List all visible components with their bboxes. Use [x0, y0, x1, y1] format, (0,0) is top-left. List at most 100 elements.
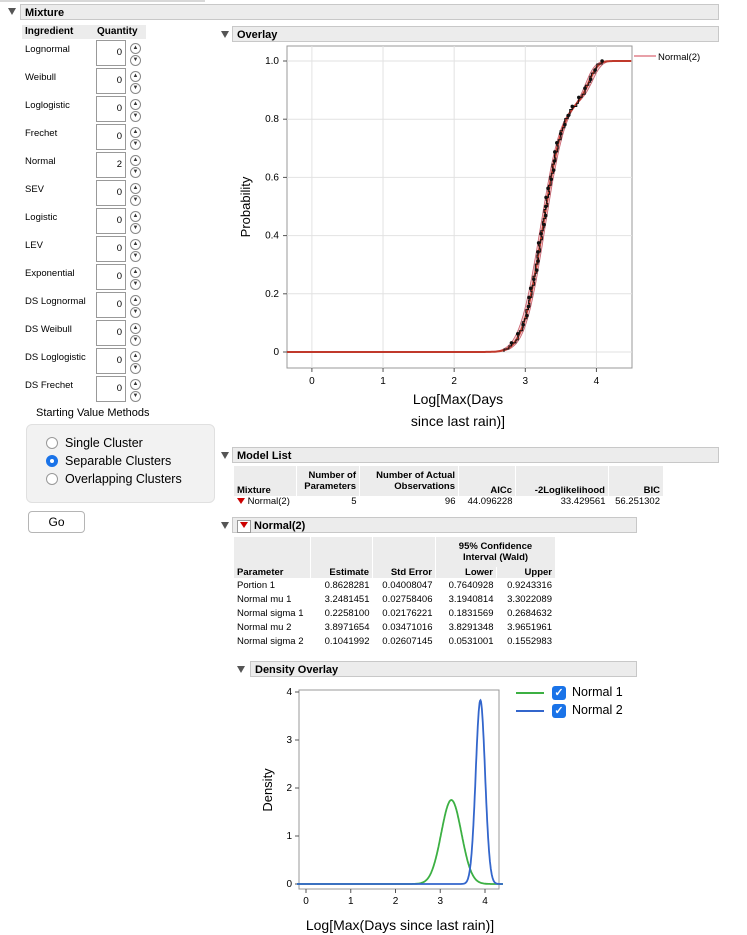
quantity-field[interactable]: 0: [96, 96, 126, 122]
quantity-stepper[interactable]: ▲ ▼: [130, 351, 141, 374]
quantity-stepper[interactable]: ▲ ▼: [130, 211, 141, 234]
stepper-up-icon[interactable]: ▲: [130, 71, 141, 82]
quantity-field[interactable]: 0: [96, 124, 126, 150]
overlay-disclosure-icon[interactable]: [221, 31, 229, 38]
quantity-stepper[interactable]: ▲ ▼: [130, 323, 141, 346]
model-list-row[interactable]: Normal(2) 5 96 44.096228 33.429561 56.25…: [234, 496, 663, 507]
ml-mixture[interactable]: Normal(2): [234, 496, 297, 507]
ingredient-label: Loglogistic: [25, 100, 70, 111]
param-cell: 0.8628281: [324, 579, 370, 591]
stepper-down-icon[interactable]: ▼: [130, 223, 141, 234]
stepper-down-icon[interactable]: ▼: [130, 307, 141, 318]
quantity-field[interactable]: 0: [96, 208, 126, 234]
model-list-table: Mixture Number of Parameters Number of Ac…: [234, 466, 663, 507]
method-radio-label[interactable]: Separable Clusters: [65, 454, 172, 468]
mh-3: AICc: [458, 466, 516, 496]
quantity-field[interactable]: 0: [96, 236, 126, 262]
model-list-disclosure-icon[interactable]: [221, 452, 229, 459]
method-radio[interactable]: [46, 473, 58, 485]
quantity-field[interactable]: 0: [96, 68, 126, 94]
overlay-y-tick-label: 0.4: [265, 231, 279, 242]
mixture-header[interactable]: Mixture: [20, 4, 719, 20]
stepper-down-icon[interactable]: ▼: [130, 279, 141, 290]
normal2-disclosure-icon[interactable]: [221, 522, 229, 529]
stepper-up-icon[interactable]: ▲: [130, 351, 141, 362]
stepper-up-icon[interactable]: ▲: [130, 99, 141, 110]
stepper-up-icon[interactable]: ▲: [130, 127, 141, 138]
quantity-stepper[interactable]: ▲ ▼: [130, 183, 141, 206]
quantity-stepper[interactable]: ▲ ▼: [130, 43, 141, 66]
density-header[interactable]: Density Overlay: [250, 661, 637, 677]
mh-5: BIC: [643, 485, 660, 496]
quantity-stepper[interactable]: ▲ ▼: [130, 127, 141, 150]
overlay-chart: 0 0.2 0.4 0.6 0.8 1.0 0 1 2 3 4 Normal(2) Probabi…: [238, 45, 700, 429]
stepper-down-icon[interactable]: ▼: [130, 167, 141, 178]
stepper-down-icon[interactable]: ▼: [130, 335, 141, 346]
density-disclosure-icon[interactable]: [237, 666, 245, 673]
quantity-stepper[interactable]: ▲ ▼: [130, 155, 141, 178]
quantity-stepper[interactable]: ▲ ▼: [130, 99, 141, 122]
quantity-field[interactable]: 0: [96, 292, 126, 318]
stepper-down-icon[interactable]: ▼: [130, 391, 141, 402]
stepper-up-icon[interactable]: ▲: [130, 267, 141, 278]
stepper-up-icon[interactable]: ▲: [130, 295, 141, 306]
quantity-stepper[interactable]: ▲ ▼: [130, 267, 141, 290]
quantity-field[interactable]: 0: [96, 264, 126, 290]
overlay-data-point: [577, 95, 581, 100]
method-radio-label[interactable]: Single Cluster: [65, 436, 143, 450]
mixture-disclosure-icon[interactable]: [8, 8, 16, 15]
quantity-field[interactable]: 0: [96, 348, 126, 374]
method-radio-label[interactable]: Overlapping Clusters: [65, 472, 182, 486]
stepper-down-icon[interactable]: ▼: [130, 55, 141, 66]
quantity-stepper[interactable]: ▲ ▼: [130, 379, 141, 402]
quantity-field[interactable]: 0: [96, 40, 126, 66]
overlay-data-point: [536, 241, 541, 245]
density-x-tick-label: 2: [393, 896, 399, 907]
stepper-up-icon[interactable]: ▲: [130, 183, 141, 194]
overlay-y-tick-label: 0.6: [265, 172, 279, 183]
density-y-label: Density: [260, 768, 275, 812]
legend-checkbox-icon[interactable]: ✓: [552, 686, 566, 700]
quantity-stepper[interactable]: ▲ ▼: [130, 295, 141, 318]
quantity-field[interactable]: 2: [96, 152, 126, 178]
model-list-header[interactable]: Model List: [232, 447, 719, 463]
stepper-up-icon[interactable]: ▲: [130, 155, 141, 166]
method-radio[interactable]: [46, 455, 58, 467]
stepper-down-icon[interactable]: ▼: [130, 251, 141, 262]
ml-aicc: 44.096228: [467, 496, 513, 507]
normal2-menu-icon[interactable]: [237, 519, 251, 533]
quantity-stepper[interactable]: ▲ ▼: [130, 71, 141, 94]
stepper-up-icon[interactable]: ▲: [130, 211, 141, 222]
quantity-field[interactable]: 0: [96, 376, 126, 402]
method-radio[interactable]: [46, 437, 58, 449]
ingredient-label: DS Loglogistic: [25, 352, 86, 363]
overlay-header[interactable]: Overlay: [232, 26, 719, 42]
stepper-up-icon[interactable]: ▲: [130, 43, 141, 54]
stepper-up-icon[interactable]: ▲: [130, 323, 141, 334]
normal2-header[interactable]: Normal(2): [232, 517, 637, 533]
quantity-field[interactable]: 0: [96, 320, 126, 346]
overlay-data-point: [527, 295, 531, 300]
quantity-stepper[interactable]: ▲ ▼: [130, 239, 141, 262]
ingredient-col-header: Ingredient: [25, 26, 74, 37]
overlay-data-point: [516, 332, 520, 336]
stepper-down-icon[interactable]: ▼: [130, 363, 141, 374]
quantity-field[interactable]: 0: [96, 180, 126, 206]
stepper-up-icon[interactable]: ▲: [130, 239, 141, 250]
stepper-down-icon[interactable]: ▼: [130, 195, 141, 206]
density-curve-normal-2: [297, 698, 503, 885]
stepper-down-icon[interactable]: ▼: [130, 139, 141, 150]
density-plot-frame: [298, 689, 500, 890]
ingredient-label: DS Frechet: [25, 380, 74, 391]
param-cell: Normal mu 1: [237, 593, 292, 605]
overlay-y-tick-label: 0.2: [265, 289, 279, 300]
param-cell: Portion 1: [237, 579, 276, 591]
stepper-up-icon[interactable]: ▲: [130, 379, 141, 390]
stepper-down-icon[interactable]: ▼: [130, 111, 141, 122]
stepper-down-icon[interactable]: ▼: [130, 83, 141, 94]
density-y-tick-label: 0: [286, 879, 292, 890]
go-button[interactable]: Go: [28, 511, 85, 533]
density-x-tick-label: 0: [303, 896, 309, 907]
legend-checkbox-icon[interactable]: ✓: [552, 704, 566, 718]
model-menu-icon[interactable]: [237, 498, 245, 505]
